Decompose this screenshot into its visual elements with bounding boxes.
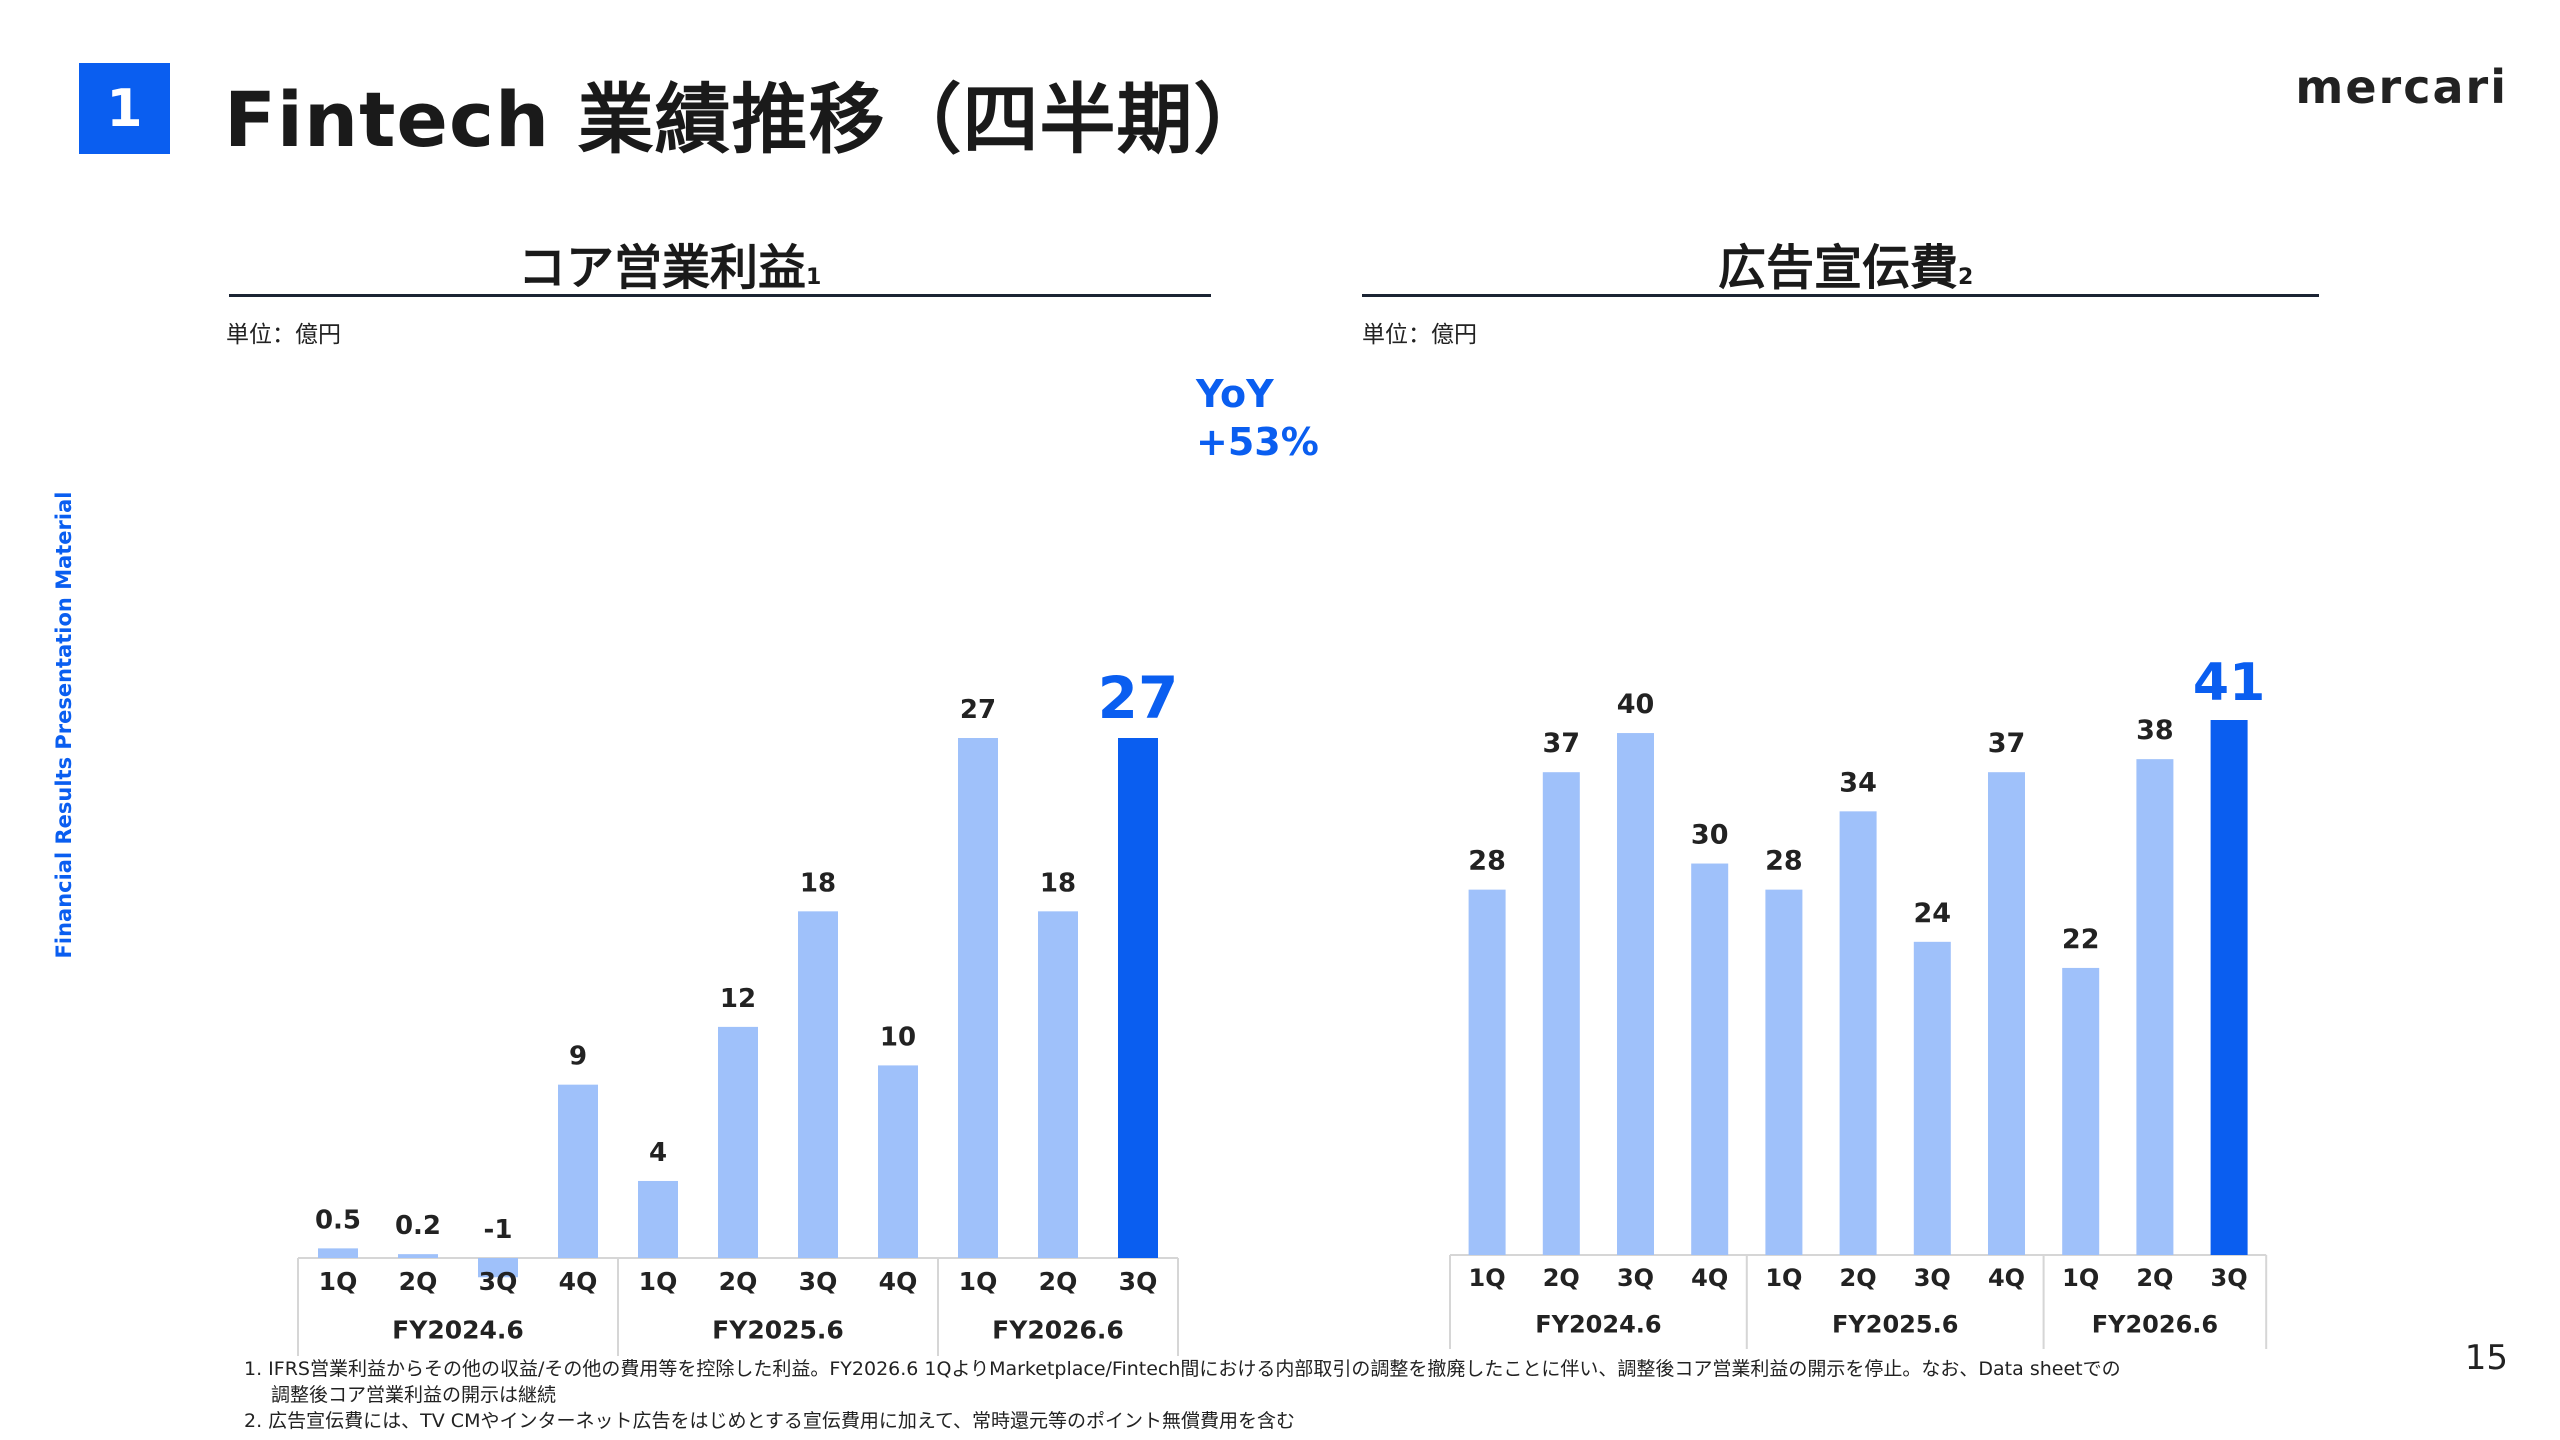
data-label: 24 bbox=[1914, 898, 1952, 929]
bar bbox=[398, 1254, 438, 1258]
category-tick-label: 4Q bbox=[1691, 1264, 1728, 1292]
bar bbox=[1988, 772, 2025, 1255]
category-tick-label: 4Q bbox=[1988, 1264, 2025, 1292]
section-number: 1 bbox=[106, 78, 143, 139]
footnote-1: 1. IFRS営業利益からその他の収益/その他の費用等を控除した利益。FY202… bbox=[244, 1358, 2121, 1380]
category-tick-label: 1Q bbox=[1765, 1264, 1802, 1292]
footnote-1-continued: 調整後コア営業利益の開示は継続 bbox=[271, 1384, 557, 1406]
group-label: FY2026.6 bbox=[992, 1316, 1124, 1345]
category-tick-label: 2Q bbox=[1039, 1267, 1078, 1296]
category-tick-label: 2Q bbox=[1543, 1264, 1580, 1292]
bar bbox=[1038, 911, 1078, 1258]
bar bbox=[798, 911, 838, 1258]
left-panel-title: コア営業利益1 bbox=[518, 228, 821, 298]
category-tick-label: 4Q bbox=[559, 1267, 598, 1296]
page-title: Fintech 業績推移（四半期） bbox=[224, 75, 1271, 164]
category-tick-label: 1Q bbox=[1469, 1264, 1506, 1292]
data-label: 4 bbox=[649, 1138, 667, 1168]
group-label: FY2026.6 bbox=[2092, 1310, 2218, 1338]
group-label: FY2024.6 bbox=[392, 1316, 524, 1345]
category-tick-label: 3Q bbox=[1119, 1267, 1158, 1296]
category-tick-label: 1Q bbox=[319, 1267, 358, 1296]
category-tick-label: 4Q bbox=[879, 1267, 918, 1296]
category-tick-label: 3Q bbox=[799, 1267, 838, 1296]
right-panel-title: 広告宣伝費2 bbox=[1718, 228, 1973, 298]
category-tick-label: 1Q bbox=[959, 1267, 998, 1296]
data-label: -1 bbox=[484, 1215, 513, 1245]
bar bbox=[1468, 889, 1506, 1255]
right-panel-rule bbox=[1362, 294, 2319, 297]
bar bbox=[1839, 811, 1877, 1255]
category-tick-label: 2Q bbox=[399, 1267, 438, 1296]
advertising-expense-chart: FY2024.6 FY2025.6 FY2026.6 1Q 28 2Q 37 3Q 40 4Q 30… bbox=[1449, 653, 2268, 1349]
category-tick-label: 2Q bbox=[719, 1267, 758, 1296]
bar bbox=[558, 1084, 598, 1258]
data-label: 18 bbox=[800, 868, 836, 898]
footnote-2: 2. 広告宣伝費には、TV CMやインターネット広告をはじめとする宣伝費用に加え… bbox=[244, 1410, 1296, 1432]
data-label: 28 bbox=[1468, 846, 1506, 877]
bar bbox=[2210, 720, 2248, 1255]
data-label: 0.5 bbox=[315, 1205, 361, 1235]
category-tick-label: 3Q bbox=[2211, 1264, 2248, 1292]
data-label: 28 bbox=[1765, 846, 1803, 877]
category-tick-label: 3Q bbox=[1617, 1264, 1654, 1292]
data-label: 40 bbox=[1617, 689, 1655, 720]
data-label: 10 bbox=[880, 1022, 916, 1052]
bar bbox=[1542, 772, 1580, 1255]
data-label: 27 bbox=[1098, 664, 1179, 732]
core-operating-profit-chart: FY2024.6 FY2025.6 FY2026.6 1Q 0.5 2Q 0.2 3Q -1 4Q… bbox=[297, 664, 1179, 1356]
left-panel-title-text: コア営業利益 bbox=[518, 240, 807, 296]
yoy-value: +53% bbox=[1196, 420, 1319, 464]
yoy-annotation: YoY +53% bbox=[1196, 370, 1319, 466]
bar bbox=[318, 1248, 358, 1258]
category-tick-label: 3Q bbox=[479, 1267, 518, 1296]
bar bbox=[1617, 733, 1654, 1255]
data-label: 37 bbox=[1543, 728, 1581, 759]
group-label: FY2025.6 bbox=[712, 1316, 844, 1345]
group-label: FY2025.6 bbox=[1832, 1310, 1958, 1338]
bar bbox=[2136, 759, 2174, 1255]
bar bbox=[718, 1026, 758, 1258]
section-number-badge: 1 bbox=[79, 63, 170, 154]
category-tick-label: 2Q bbox=[1840, 1264, 1877, 1292]
data-label: 0.2 bbox=[395, 1211, 441, 1241]
data-label: 9 bbox=[569, 1042, 587, 1072]
bar bbox=[878, 1065, 918, 1258]
page-number: 15 bbox=[2464, 1338, 2508, 1378]
left-panel-title-note: 1 bbox=[806, 265, 822, 290]
bar bbox=[1913, 941, 1951, 1255]
sidebar-label: Financial Results Presentation Material bbox=[52, 491, 76, 959]
left-panel-unit: 単位：億円 bbox=[226, 322, 341, 348]
data-label: 37 bbox=[1988, 728, 2026, 759]
footnotes: 1. IFRS営業利益からその他の収益/その他の費用等を控除した利益。FY202… bbox=[244, 1356, 2121, 1434]
data-label: 38 bbox=[2136, 715, 2174, 746]
group-label: FY2024.6 bbox=[1535, 1310, 1661, 1338]
bar bbox=[2062, 967, 2100, 1255]
right-panel-unit: 単位：億円 bbox=[1362, 322, 1477, 348]
data-label: 27 bbox=[960, 695, 996, 725]
category-tick-label: 2Q bbox=[2136, 1264, 2173, 1292]
data-label: 41 bbox=[2193, 653, 2265, 713]
category-tick-label: 3Q bbox=[1914, 1264, 1951, 1292]
data-label: 34 bbox=[1839, 767, 1877, 798]
bar bbox=[638, 1180, 678, 1258]
yoy-label: YoY bbox=[1196, 372, 1274, 416]
data-label: 12 bbox=[720, 984, 756, 1014]
bar bbox=[1765, 889, 1803, 1255]
bar bbox=[1691, 863, 1729, 1255]
mercari-logo: mercari bbox=[2295, 60, 2508, 114]
bar bbox=[478, 1258, 518, 1278]
data-label: 30 bbox=[1691, 820, 1729, 851]
left-panel-rule bbox=[229, 294, 1211, 297]
data-label: 22 bbox=[2062, 924, 2100, 955]
bar bbox=[958, 738, 998, 1258]
data-label: 18 bbox=[1040, 868, 1076, 898]
category-tick-label: 1Q bbox=[2062, 1264, 2099, 1292]
bar bbox=[1118, 738, 1158, 1258]
category-tick-label: 1Q bbox=[639, 1267, 678, 1296]
right-panel-title-text: 広告宣伝費 bbox=[1718, 240, 1959, 296]
right-panel-title-note: 2 bbox=[1958, 265, 1974, 290]
